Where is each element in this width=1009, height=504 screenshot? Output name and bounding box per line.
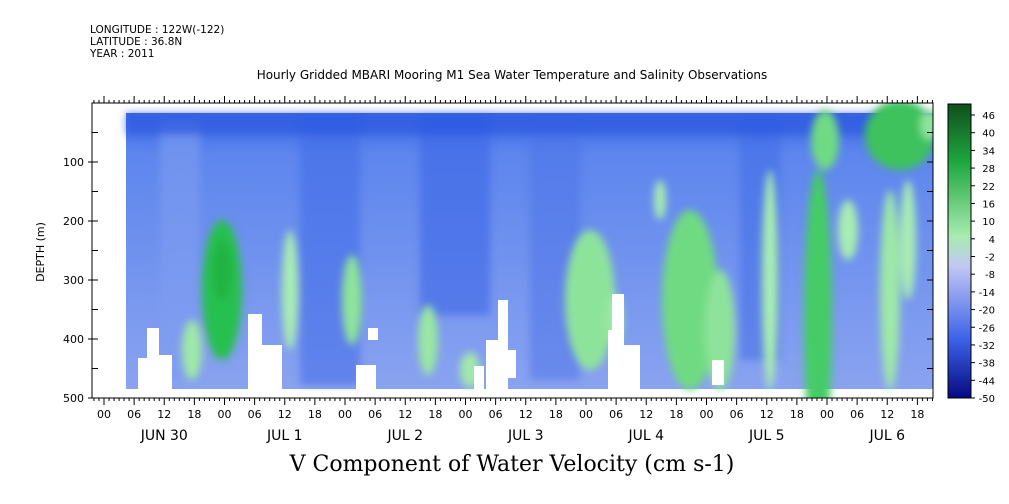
y-tick-label: 200	[63, 215, 84, 228]
y-tick-label: 300	[63, 274, 84, 287]
x-hour-label: 00	[700, 408, 714, 421]
colorbar-label: 22	[982, 182, 995, 193]
x-hour-label: 12	[639, 408, 653, 421]
colorbar-ticks: 46 40 34 28 22 16 10 4 -2 -8 -14 -20 -26 -32 -38 -44 -50	[971, 111, 995, 405]
colorbar-label: -38	[979, 359, 995, 370]
colorbar-label: -8	[985, 270, 995, 281]
x-hour-label: 06	[127, 408, 141, 421]
patch-jul4	[662, 210, 718, 390]
year-label: YEAR : 2011	[90, 48, 155, 60]
x-date-label: JUL 5	[748, 428, 785, 444]
colorbar-label: 28	[982, 164, 995, 175]
x-date-label: JUL 2	[386, 428, 423, 444]
x-date-label: JUN 30	[140, 428, 188, 444]
colorbar-label: -26	[979, 323, 995, 334]
x-hour-label: 06	[489, 408, 503, 421]
data-field	[126, 103, 933, 398]
x-hour-label: 06	[730, 408, 744, 421]
colorbar-label: -44	[979, 376, 995, 387]
colorbar-ramp	[947, 103, 972, 399]
x-date-label: JUL 1	[266, 428, 303, 444]
patch-jul6-surface	[865, 103, 933, 170]
patch-jul6-00	[804, 170, 832, 398]
x-hour-label: 18	[669, 408, 683, 421]
x-date-label: JUL 4	[627, 428, 664, 444]
x-hour-label: 00	[579, 408, 593, 421]
x-date-label: JUL 6	[868, 428, 905, 444]
x-hour-label: 12	[880, 408, 894, 421]
missing-data-patches	[138, 294, 724, 390]
x-hour-label: 18	[187, 408, 201, 421]
x-hour-label: 18	[790, 408, 804, 421]
colorbar-label: 46	[982, 111, 995, 122]
x-hour-label: 12	[760, 408, 774, 421]
y-tick-label: 400	[63, 333, 84, 346]
x-hour-label: 12	[278, 408, 292, 421]
longitude-label: LONGITUDE : 122W(-122)	[90, 24, 225, 36]
colorbar-label: -50	[979, 394, 995, 405]
y-axis: 100 200 300 400 500	[63, 102, 933, 405]
x-hour-label: 00	[338, 408, 352, 421]
x-hour-label: 00	[820, 408, 834, 421]
x-axis-title: V Component of Water Velocity (cm s-1)	[289, 452, 735, 477]
x-hour-label: 12	[398, 408, 412, 421]
colorbar-label: 10	[982, 217, 995, 228]
x-hour-label: 12	[157, 408, 171, 421]
colorbar-label: 16	[982, 199, 995, 210]
x-hour-label: 06	[850, 408, 864, 421]
x-hour-label: 00	[218, 408, 232, 421]
x-hour-label: 00	[97, 408, 111, 421]
colorbar-label: -32	[979, 341, 995, 352]
y-tick-label: 500	[63, 392, 84, 405]
colorbar-label: -14	[979, 288, 995, 299]
x-hour-label: 06	[248, 408, 262, 421]
x-hour-label: 18	[428, 408, 442, 421]
latitude-label: LATITUDE : 36.8N	[90, 36, 183, 48]
x-date-label: JUL 3	[507, 428, 544, 444]
x-hour-label: 06	[609, 408, 623, 421]
colorbar-label: -2	[985, 253, 995, 264]
x-hour-label: 06	[368, 408, 382, 421]
chart-title: Hourly Gridded MBARI Mooring M1 Sea Wate…	[256, 68, 768, 82]
metadata-block: LONGITUDE : 122W(-122) LATITUDE : 36.8N …	[90, 24, 224, 60]
x-hour-label: 18	[549, 408, 563, 421]
colorbar-label: -20	[979, 306, 995, 317]
colorbar-label: 4	[989, 235, 995, 246]
x-hour-label: 18	[308, 408, 322, 421]
colorbar-label: 34	[982, 146, 995, 157]
x-hour-label: 12	[519, 408, 533, 421]
x-axis: 00 06 12 18 00 06 12 18 00 06 12 18 00 06 12 18 00 06 12 18…	[93, 96, 933, 444]
colorbar: 46 40 34 28 22 16 10 4 -2 -8 -14 -20 -26 -32 -38 -44 -50	[947, 103, 995, 405]
y-tick-label: 100	[63, 156, 84, 169]
y-axis-label: DEPTH (m)	[34, 222, 47, 282]
x-hour-label: 00	[459, 408, 473, 421]
colorbar-label: 40	[982, 129, 995, 140]
x-hour-label: 18	[910, 408, 924, 421]
